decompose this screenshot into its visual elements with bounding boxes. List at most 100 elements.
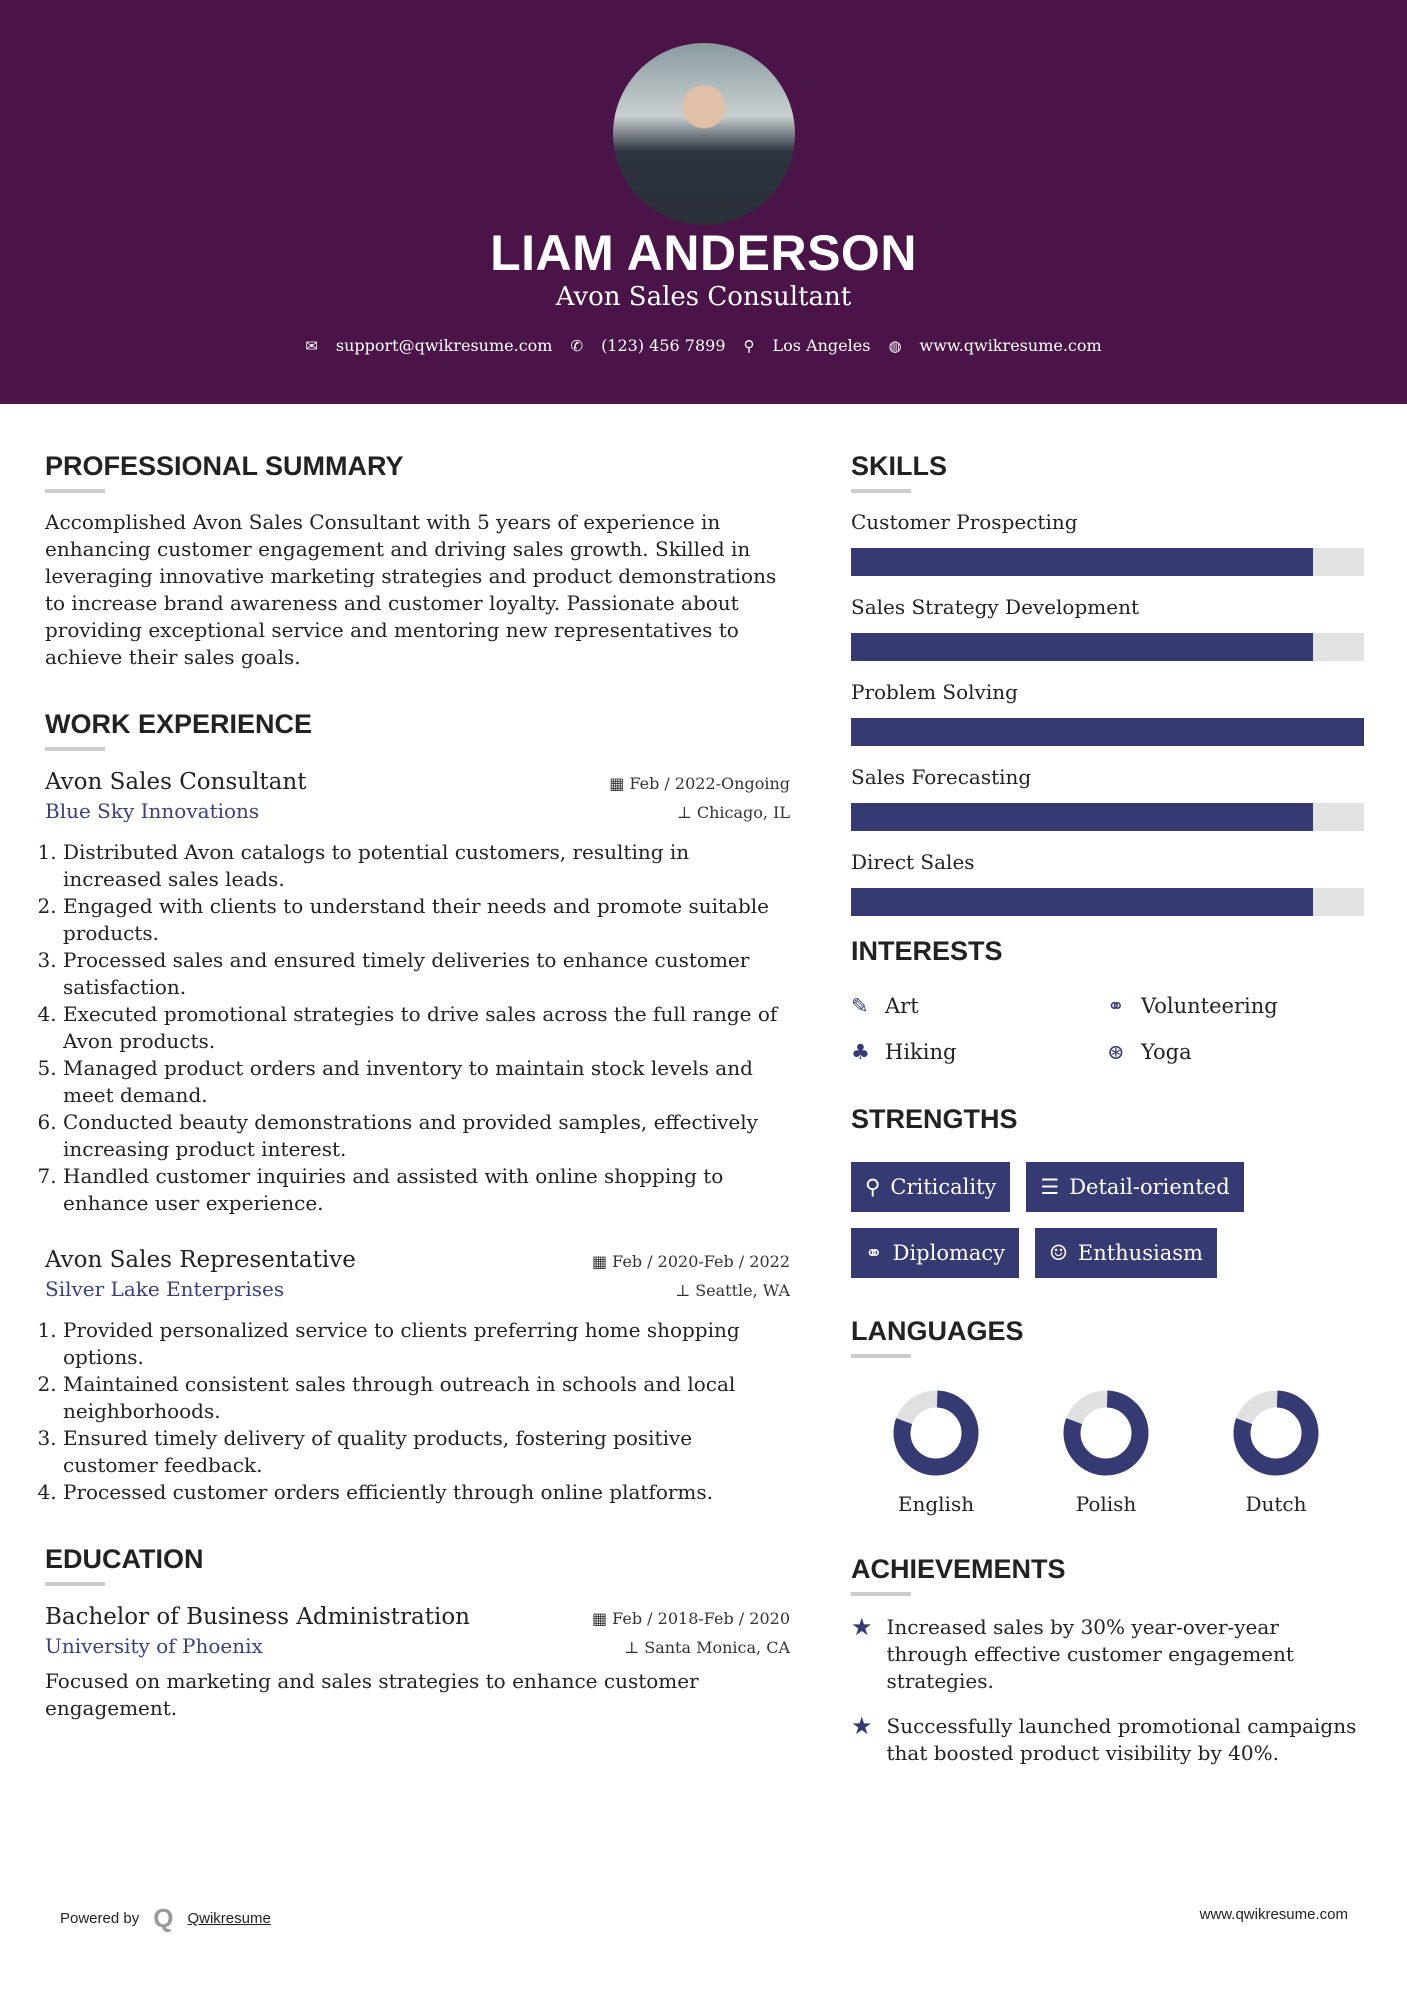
duty-item: Ensured timely delivery of quality produ… <box>63 1425 790 1479</box>
website[interactable]: www.qwikresume.com <box>919 336 1102 355</box>
language-item: Dutch <box>1191 1388 1361 1516</box>
duty-item: Executed promotional strategies to drive… <box>63 1001 790 1055</box>
job-location: ⊥ Seattle, WA <box>675 1281 790 1300</box>
globe-icon: ◍ <box>888 336 902 355</box>
job-title: Avon Sales Representative <box>45 1247 356 1273</box>
strength-criticality: ⚲ Criticality <box>851 1162 1011 1212</box>
language-donut <box>1233 1390 1319 1476</box>
language-item: English <box>851 1388 1021 1516</box>
tree-icon: ♣ <box>851 1040 870 1064</box>
interest-volunteering: ⚭ Volunteering <box>1107 994 1278 1018</box>
company: Silver Lake Enterprises <box>45 1277 285 1301</box>
skill-bar <box>851 888 1364 916</box>
interest-hiking: ♣ Hiking <box>851 1040 957 1064</box>
calendar-icon: ▦ <box>591 1252 613 1271</box>
skill-bar <box>851 548 1364 576</box>
divider <box>45 1582 105 1586</box>
work-section: WORK EXPERIENCE Avon Sales Consultant ▦ … <box>45 707 790 1506</box>
skill-bar-fill <box>851 803 1313 831</box>
list-icon: ☰ <box>1040 1175 1060 1199</box>
skill-name: Problem Solving <box>851 680 1018 704</box>
interests-heading: INTERESTS <box>851 936 1003 966</box>
footer-brand: Powered by Q Qwikresume <box>60 1903 271 1934</box>
paintbrush-icon: ✎ <box>851 994 869 1018</box>
edu-location: ⊥ Santa Monica, CA <box>624 1638 790 1657</box>
skill-name: Sales Forecasting <box>851 765 1032 789</box>
edu-description: Focused on marketing and sales strategie… <box>45 1669 699 1720</box>
summary-section: PROFESSIONAL SUMMARY Accomplished Avon S… <box>45 449 790 671</box>
duty-item: Distributed Avon catalogs to potential c… <box>63 839 790 893</box>
qwikresume-logo-icon: Q <box>153 1903 174 1933</box>
handshake-icon: ⚭ <box>1107 994 1125 1018</box>
powered-by: Powered by <box>60 1910 140 1927</box>
duty-item: Conducted beauty demonstrations and prov… <box>63 1109 790 1163</box>
education-heading: EDUCATION <box>45 1544 204 1574</box>
pin-icon: ⊥ <box>624 1638 645 1657</box>
skill-bar-fill <box>851 548 1313 576</box>
language-name: English <box>897 1492 975 1516</box>
summary-text: Accomplished Avon Sales Consultant with … <box>45 510 777 669</box>
achievements-heading: ACHIEVEMENTS <box>851 1554 1066 1584</box>
location: Los Angeles <box>772 336 871 355</box>
achievement-item: ★ Successfully launched promotional camp… <box>851 1713 1364 1767</box>
divider <box>45 489 105 493</box>
work-heading: WORK EXPERIENCE <box>45 709 313 739</box>
smile-icon: ☺ <box>1049 1241 1068 1265</box>
skill-bar-fill <box>851 633 1313 661</box>
language-donut <box>893 1390 979 1476</box>
interests-section: INTERESTS ✎ Art ⚭ Volunteering ♣ Hiking ⊛ Yo… <box>851 934 1364 1066</box>
duty-item: Handled customer inquiries and assisted … <box>63 1163 790 1217</box>
strengths-section: STRENGTHS ⚲ Criticality ☰ Detail-oriented … <box>851 1102 1364 1278</box>
calendar-icon: ▦ <box>591 1609 613 1628</box>
skill-bar <box>851 633 1364 661</box>
footer-url[interactable]: www.qwikresume.com <box>1199 1906 1348 1923</box>
achievement-text: Increased sales by 30% year-over-year th… <box>886 1615 1294 1693</box>
skill-name: Customer Prospecting <box>851 510 1078 534</box>
skills-section: SKILLS Customer Prospecting Sales Strateg… <box>851 449 1364 916</box>
school: University of Phoenix <box>45 1634 263 1658</box>
right-column: SKILLS Customer Prospecting Sales Strateg… <box>851 449 1364 1767</box>
contact-bar: ✉ support@qwikresume.com ✆ (123) 456 7899 … <box>0 336 1407 355</box>
strength-detail-oriented: ☰ Detail-oriented <box>1026 1162 1244 1212</box>
skill-bar-fill <box>851 718 1364 746</box>
phone-icon: ✆ <box>570 336 584 355</box>
star-icon: ★ <box>851 1613 873 1641</box>
achievement-text: Successfully launched promotional campai… <box>886 1714 1357 1765</box>
duty-item: Maintained consistent sales through outr… <box>63 1371 790 1425</box>
handshake-icon: ⚭ <box>865 1241 883 1265</box>
divider <box>851 489 911 493</box>
language-name: Polish <box>1075 1492 1137 1516</box>
divider <box>851 1592 911 1596</box>
header: LIAM ANDERSON Avon Sales Consultant ✉ sup… <box>0 0 1407 404</box>
star-icon: ★ <box>851 1712 873 1740</box>
donut-fill <box>893 1390 979 1476</box>
education-section: EDUCATION Bachelor of Business Administr… <box>45 1542 790 1722</box>
languages-list: English Polish Dutch <box>851 1388 1364 1516</box>
pin-icon: ⊥ <box>676 803 697 822</box>
job-duties: Distributed Avon catalogs to potential c… <box>45 839 790 1217</box>
job-location: ⊥ Chicago, IL <box>676 803 790 822</box>
skill-name: Sales Strategy Development <box>851 595 1139 619</box>
duty-item: Processed sales and ensured timely deliv… <box>63 947 790 1001</box>
skill-bar <box>851 803 1364 831</box>
duty-item: Provided personalized service to clients… <box>63 1317 790 1371</box>
company: Blue Sky Innovations <box>45 799 260 823</box>
skill-bar <box>851 718 1364 746</box>
brand-link[interactable]: Qwikresume <box>187 1910 271 1927</box>
divider <box>851 1354 911 1358</box>
degree: Bachelor of Business Administration <box>45 1604 470 1630</box>
location-icon: ⚲ <box>743 336 755 355</box>
left-column: PROFESSIONAL SUMMARY Accomplished Avon S… <box>45 449 790 1722</box>
skill-bar-fill <box>851 888 1313 916</box>
achievements-section: ACHIEVEMENTS ★ Increased sales by 30% ye… <box>851 1552 1364 1767</box>
email-icon: ✉ <box>305 336 318 355</box>
email[interactable]: support@qwikresume.com <box>335 336 553 355</box>
language-name: Dutch <box>1245 1492 1307 1516</box>
duty-item: Managed product orders and inventory to … <box>63 1055 790 1109</box>
profile-photo <box>613 43 795 225</box>
job-duties: Provided personalized service to clients… <box>45 1317 790 1506</box>
strengths-heading: STRENGTHS <box>851 1104 1018 1134</box>
skills-list: Customer Prospecting Sales Strategy Devel… <box>851 509 1364 916</box>
job-dates: ▦ Feb / 2022-Ongoing <box>609 774 790 793</box>
interest-art: ✎ Art <box>851 994 919 1018</box>
